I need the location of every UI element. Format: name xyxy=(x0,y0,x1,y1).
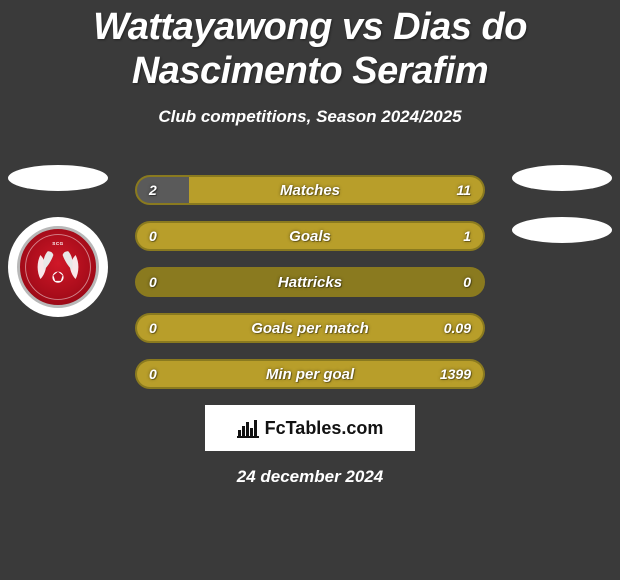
club-crest-icon: SCG xyxy=(17,226,99,308)
stat-bars: 211Matches 01Goals 00Hattricks 00.09Goals p… xyxy=(135,175,485,389)
stat-bar-min-per-goal: 01399Min per goal xyxy=(135,359,485,389)
stat-label: Hattricks xyxy=(137,269,483,295)
stat-label: Matches xyxy=(137,177,483,203)
stat-bar-hattricks: 00Hattricks xyxy=(135,267,485,297)
stat-bar-goals-per-match: 00.09Goals per match xyxy=(135,313,485,343)
comparison-subtitle: Club competitions, Season 2024/2025 xyxy=(0,107,620,127)
player-left-oval xyxy=(8,165,108,191)
player-right-oval-1 xyxy=(512,165,612,191)
comparison-title: Wattayawong vs Dias do Nascimento Serafi… xyxy=(0,0,620,93)
player-right-column xyxy=(512,165,612,269)
player-right-oval-2 xyxy=(512,217,612,243)
stat-label: Goals xyxy=(137,223,483,249)
stat-bar-goals: 01Goals xyxy=(135,221,485,251)
attribution-box: FcTables.com xyxy=(205,405,415,451)
stats-area: SCG 211Matches 01Goals 00Hattricks 00.09Goa… xyxy=(0,175,620,389)
bar-chart-icon xyxy=(237,418,259,438)
comparison-date: 24 december 2024 xyxy=(0,467,620,487)
stat-label: Goals per match xyxy=(137,315,483,341)
svg-text:SCG: SCG xyxy=(52,241,63,246)
stat-label: Min per goal xyxy=(137,361,483,387)
club-badge-left: SCG xyxy=(8,217,108,317)
player-left-column: SCG xyxy=(8,165,108,317)
stat-bar-matches: 211Matches xyxy=(135,175,485,205)
attribution-text: FcTables.com xyxy=(265,418,384,439)
